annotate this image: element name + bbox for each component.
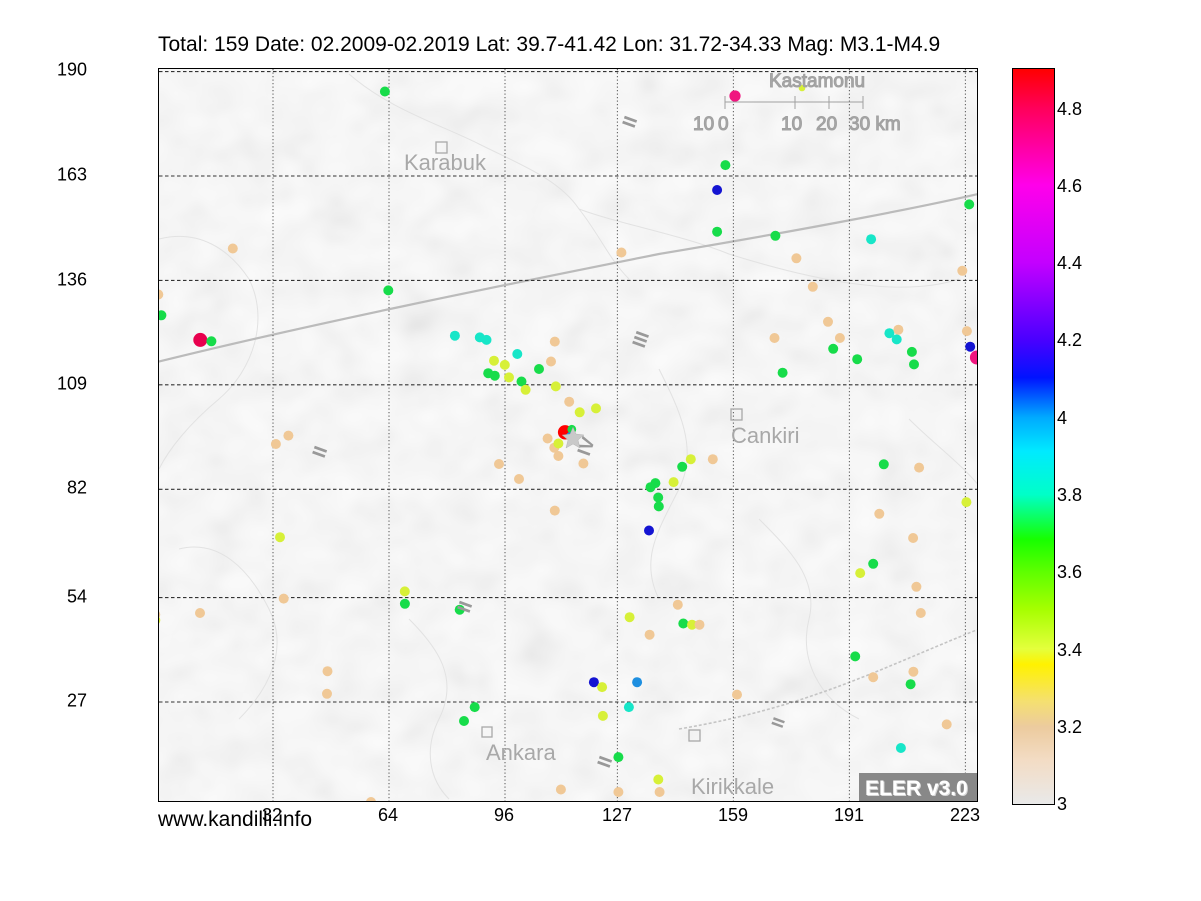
svg-text:30 km: 30 km [849,114,901,135]
svg-text:Kirikkale: Kirikkale [691,774,774,799]
svg-text:10: 10 [781,114,802,135]
svg-text:0: 0 [718,114,729,135]
svg-text:20: 20 [816,114,837,135]
svg-text:Kastamonu: Kastamonu [769,71,865,92]
svg-text:ELER v3.0: ELER v3.0 [865,777,968,800]
svg-text:Karabuk: Karabuk [404,150,487,175]
svg-text:Cankiri: Cankiri [731,423,799,448]
svg-text:Ankara: Ankara [486,740,556,765]
svg-text:10: 10 [693,114,714,135]
